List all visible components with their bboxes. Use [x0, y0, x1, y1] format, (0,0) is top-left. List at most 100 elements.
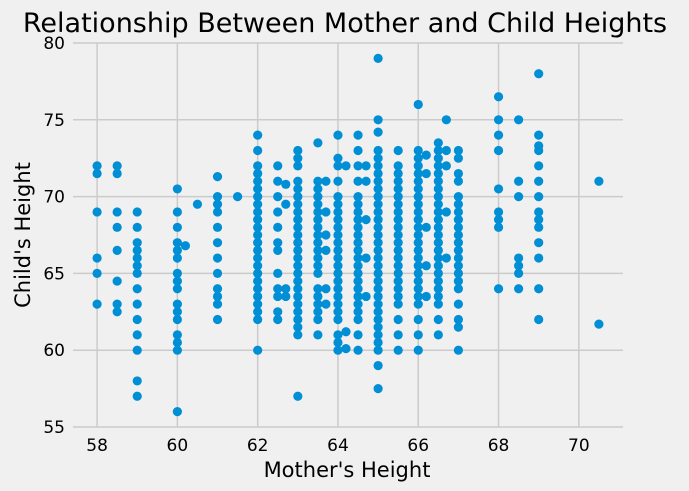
data-point: [293, 299, 303, 309]
data-point: [353, 345, 363, 355]
y-axis-label: Child's Height: [11, 162, 35, 308]
data-point: [293, 291, 303, 302]
x-tick-label: 68: [488, 436, 510, 456]
data-point: [132, 314, 142, 325]
data-point: [132, 253, 142, 263]
data-point: [281, 199, 291, 209]
data-point: [293, 215, 303, 225]
data-point: [373, 261, 383, 271]
data-point: [453, 207, 463, 217]
data-point: [321, 245, 331, 255]
data-point: [333, 230, 343, 240]
data-point: [172, 245, 182, 255]
data-point: [441, 115, 451, 125]
data-point: [333, 245, 343, 255]
data-point: [293, 307, 303, 317]
data-point: [333, 199, 343, 209]
data-point: [333, 314, 343, 325]
data-point: [293, 391, 303, 401]
data-point: [373, 276, 383, 286]
data-point: [373, 322, 383, 332]
data-point: [393, 284, 403, 294]
data-point: [433, 199, 443, 209]
data-point: [132, 222, 142, 232]
data-point: [441, 207, 451, 217]
data-point: [353, 284, 363, 294]
data-point: [313, 245, 323, 255]
data-point: [253, 345, 263, 355]
data-point: [361, 291, 371, 302]
data-point: [534, 145, 544, 156]
data-point: [273, 284, 283, 294]
data-point: [413, 314, 423, 325]
data-point: [212, 253, 223, 263]
data-point: [333, 307, 343, 317]
data-point: [333, 284, 343, 294]
data-point: [393, 145, 403, 156]
data-point: [413, 276, 423, 286]
data-point: [293, 322, 303, 332]
data-point: [212, 238, 223, 248]
data-point: [333, 330, 343, 340]
data-point: [253, 314, 263, 325]
data-point: [293, 199, 303, 209]
data-point: [353, 261, 363, 271]
data-point: [313, 222, 323, 232]
data-point: [273, 245, 283, 255]
data-point: [393, 176, 403, 186]
data-point: [293, 330, 303, 340]
data-point: [333, 291, 343, 302]
data-point: [594, 176, 604, 186]
data-point: [293, 192, 303, 202]
data-point: [413, 161, 423, 171]
tick-labels: 58 60 62 64 66 68 70 55 60 65 70 75 80: [43, 34, 589, 456]
data-point: [132, 268, 142, 278]
data-point: [273, 291, 283, 302]
data-point: [313, 176, 323, 186]
data-point: [333, 222, 343, 232]
data-point: [433, 230, 443, 240]
data-point: [433, 291, 443, 302]
data-point: [253, 284, 263, 294]
data-point: [433, 145, 443, 156]
data-point: [321, 284, 331, 294]
data-point: [333, 176, 343, 186]
data-point: [361, 215, 371, 225]
y-tick-label: 80: [43, 34, 65, 54]
data-point: [534, 161, 544, 171]
data-point: [172, 207, 182, 217]
data-point: [353, 222, 363, 232]
data-point: [273, 238, 283, 248]
data-point: [453, 192, 463, 202]
data-point: [353, 238, 363, 248]
data-point: [413, 230, 423, 240]
data-point: [413, 245, 423, 255]
data-point: [393, 222, 403, 232]
data-point: [373, 222, 383, 232]
data-point: [453, 345, 463, 355]
data-point: [253, 253, 263, 263]
data-point: [273, 192, 283, 202]
data-point: [413, 184, 423, 194]
data-point: [321, 230, 331, 240]
data-point: [373, 330, 383, 340]
data-point: [313, 261, 323, 271]
data-point: [413, 168, 423, 179]
data-point: [212, 314, 223, 325]
data-point: [172, 253, 182, 263]
data-point: [253, 192, 263, 202]
x-axis-label: Mother's Height: [264, 458, 431, 482]
data-point: [253, 176, 263, 186]
data-point: [112, 222, 122, 232]
data-point: [112, 161, 122, 171]
data-point: [413, 291, 423, 302]
data-point: [253, 168, 263, 179]
data-point: [92, 299, 102, 309]
data-point: [373, 145, 383, 156]
data-point: [253, 230, 263, 240]
data-point: [313, 138, 323, 148]
data-point: [441, 145, 451, 156]
data-point: [514, 261, 524, 271]
data-point: [333, 337, 343, 348]
